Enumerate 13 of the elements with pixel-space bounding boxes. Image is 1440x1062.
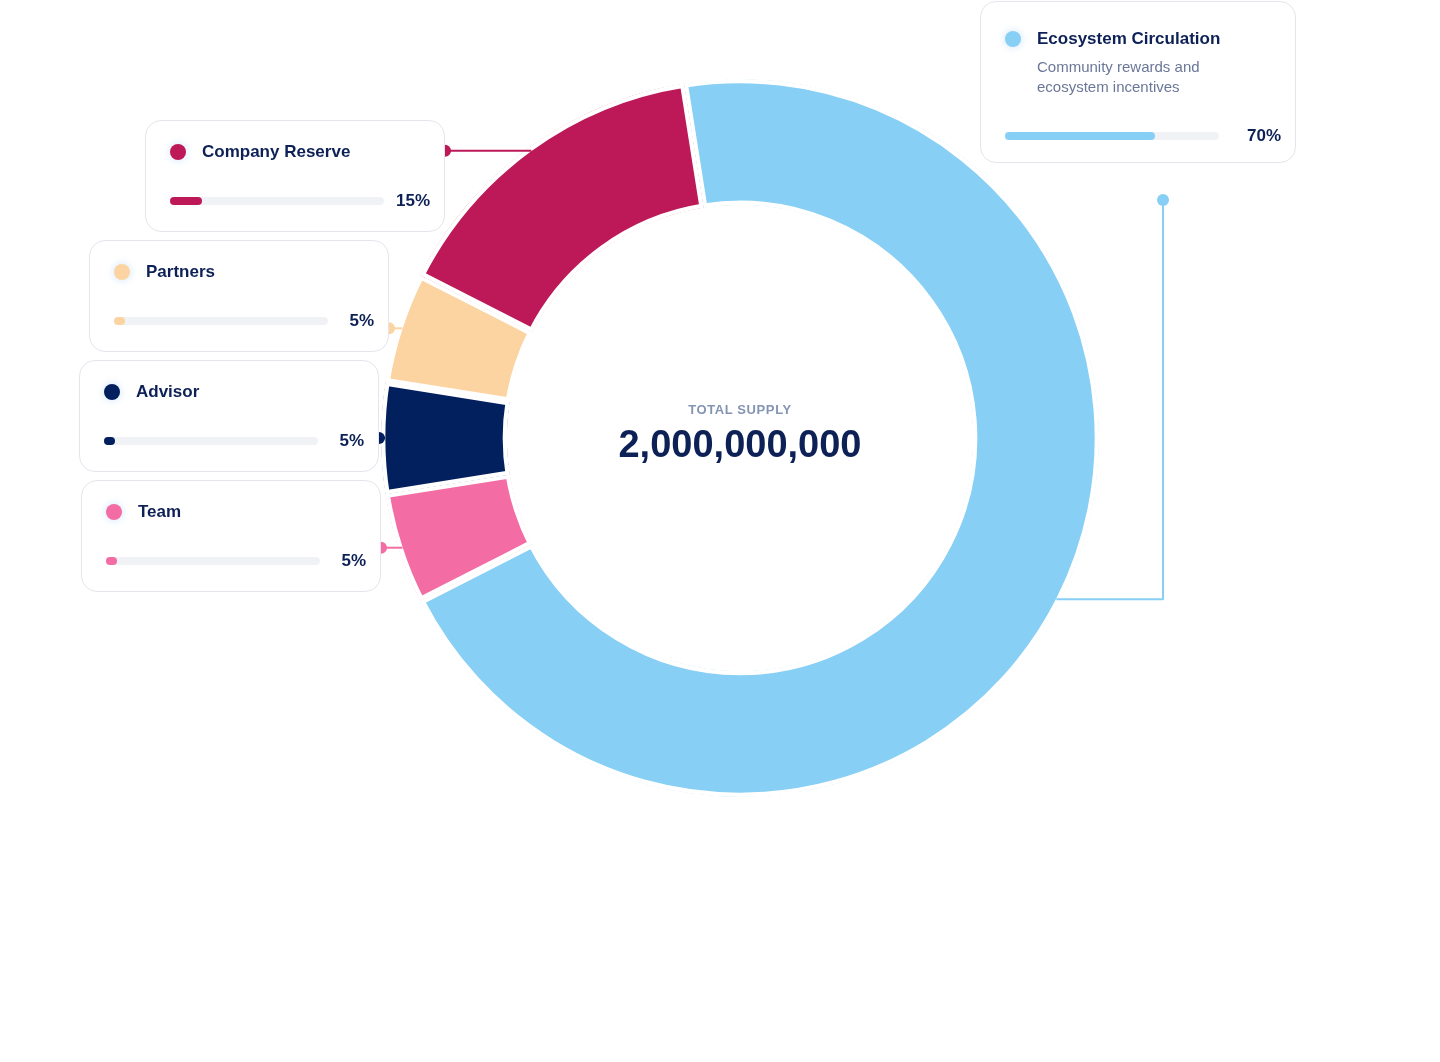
data-label: 5%	[341, 550, 366, 572]
data-label: 5%	[349, 310, 374, 332]
data-label: 5%	[339, 430, 364, 452]
legend-label: Company Reserve	[202, 141, 351, 163]
legend-label: Partners	[146, 261, 215, 283]
legend-label: Advisor	[136, 381, 200, 403]
data-label: 70%	[1246, 125, 1281, 147]
text: 2,000,000,000	[618, 422, 862, 466]
text: Community rewards and ecosystem incentives	[1037, 57, 1201, 97]
legend-label: Team	[138, 501, 182, 523]
legend-label: Ecosystem Circulation	[1037, 28, 1221, 50]
data-label: 15%	[395, 190, 430, 212]
text: TOTAL SUPPLY	[688, 402, 792, 418]
